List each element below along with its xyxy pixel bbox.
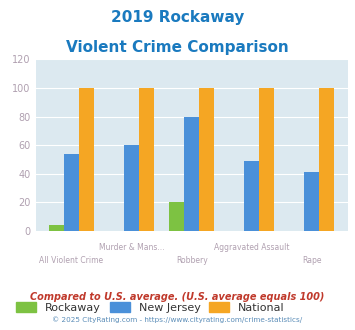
Text: Aggravated Assault: Aggravated Assault <box>214 243 290 251</box>
Text: Compared to U.S. average. (U.S. average equals 100): Compared to U.S. average. (U.S. average … <box>30 292 325 302</box>
Bar <box>169 202 184 231</box>
Text: Murder & Mans...: Murder & Mans... <box>99 243 164 251</box>
Bar <box>304 172 320 231</box>
Bar <box>64 154 79 231</box>
Text: 2019 Rockaway: 2019 Rockaway <box>111 10 244 25</box>
Bar <box>139 88 154 231</box>
Text: Violent Crime Comparison: Violent Crime Comparison <box>66 40 289 54</box>
Bar <box>49 225 64 231</box>
Text: All Violent Crime: All Violent Crime <box>39 256 104 265</box>
Legend: Rockaway, New Jersey, National: Rockaway, New Jersey, National <box>16 302 285 313</box>
Text: Rape: Rape <box>302 256 322 265</box>
Text: Robbery: Robbery <box>176 256 208 265</box>
Bar <box>199 88 214 231</box>
Bar <box>244 161 259 231</box>
Text: © 2025 CityRating.com - https://www.cityrating.com/crime-statistics/: © 2025 CityRating.com - https://www.city… <box>53 316 302 323</box>
Bar <box>124 145 139 231</box>
Bar <box>259 88 274 231</box>
Bar <box>320 88 334 231</box>
Bar <box>79 88 94 231</box>
Bar <box>184 116 199 231</box>
